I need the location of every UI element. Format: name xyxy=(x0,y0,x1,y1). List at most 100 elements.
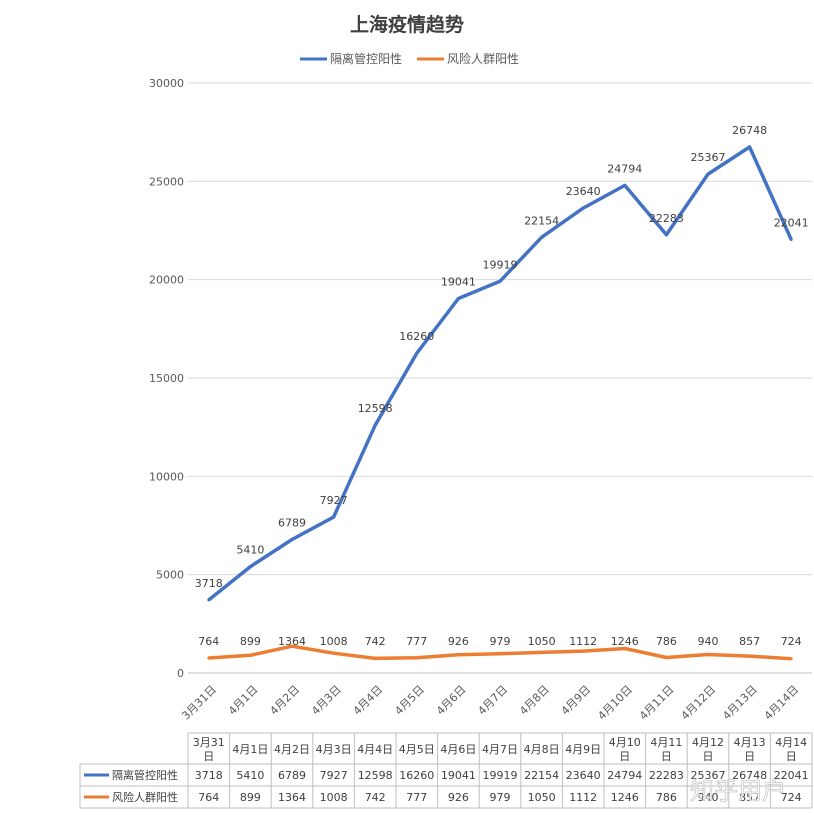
table-cell-1-1: 899 xyxy=(240,791,261,804)
data-point-1-9 xyxy=(581,649,585,653)
x-tick-label-11: 4月11日 xyxy=(637,683,677,723)
y-tick-label-3: 15000 xyxy=(149,372,184,385)
table-cell-1-11: 786 xyxy=(656,791,677,804)
data-label-0-4: 12598 xyxy=(358,402,393,415)
data-point-0-13 xyxy=(748,145,752,149)
data-point-1-13 xyxy=(748,654,752,658)
table-header-1: 4月1日 xyxy=(232,743,268,756)
data-point-0-2 xyxy=(290,537,294,541)
table-cell-0-2: 6789 xyxy=(278,769,306,782)
data-label-1-4: 742 xyxy=(365,635,386,648)
table-cell-1-14: 724 xyxy=(781,791,802,804)
table-row-label-0: 隔离管控阳性 xyxy=(112,768,178,782)
data-point-1-10 xyxy=(623,646,627,650)
data-point-1-6 xyxy=(456,653,460,657)
table-cell-0-12: 25367 xyxy=(691,769,726,782)
data-point-1-12 xyxy=(706,653,710,657)
x-tick-label-14: 4月14日 xyxy=(762,683,802,723)
data-label-0-2: 6789 xyxy=(278,516,306,529)
x-tick-label-10: 4月10日 xyxy=(595,683,635,723)
table-cell-0-3: 7927 xyxy=(320,769,348,782)
x-tick-label-3: 4月3日 xyxy=(309,683,344,718)
gridlines xyxy=(188,82,812,674)
data-point-1-7 xyxy=(498,652,502,656)
data-label-1-2: 1364 xyxy=(278,635,306,648)
table-cell-1-12: 940 xyxy=(698,791,719,804)
table-header-6: 4月6日 xyxy=(440,743,476,756)
table-cell-1-9: 1112 xyxy=(569,791,597,804)
table-cell-1-0: 764 xyxy=(198,791,219,804)
data-point-1-8 xyxy=(540,650,544,654)
data-label-0-12: 25367 xyxy=(691,151,726,164)
data-point-0-9 xyxy=(581,206,585,210)
x-tick-label-6: 4月6日 xyxy=(434,683,469,718)
chart-title: 上海疫情趋势 xyxy=(350,13,464,36)
data-labels: 3718 5410 6789 7927 12598 16260 19041 19919 2215… xyxy=(195,124,809,648)
table-cell-1-3: 1008 xyxy=(320,791,348,804)
data-label-0-6: 19041 xyxy=(441,276,476,289)
data-point-0-5 xyxy=(415,351,419,355)
table-cell-0-9: 23640 xyxy=(566,769,601,782)
table-header-4: 4月4日 xyxy=(357,743,393,756)
table-header-8: 4月8日 xyxy=(524,743,560,756)
data-label-0-8: 22154 xyxy=(524,214,559,227)
table-header-3: 4月3日 xyxy=(316,743,352,756)
data-point-1-5 xyxy=(415,656,419,660)
data-point-0-10 xyxy=(623,183,627,187)
table-header-11-a: 4月11 xyxy=(650,736,682,749)
x-axis: 3月31日 4月1日 4月2日 4月3日 4月4日 4月5日 4月6日 4月7日 4月8日 4月9… xyxy=(179,683,801,723)
table-cell-1-8: 1050 xyxy=(528,791,556,804)
data-label-1-6: 926 xyxy=(448,635,469,648)
legend-label-1: 风险人群阳性 xyxy=(447,51,519,66)
x-tick-label-9: 4月9日 xyxy=(559,683,594,718)
table-cell-1-5: 777 xyxy=(406,791,427,804)
legend: 隔离管控阳性 风险人群阳性 xyxy=(300,51,519,66)
data-label-0-14: 22041 xyxy=(774,217,809,230)
data-point-1-2 xyxy=(290,644,294,648)
table-cell-0-4: 12598 xyxy=(358,769,393,782)
data-label-1-14: 724 xyxy=(781,635,802,648)
table-header-12-b: 日 xyxy=(703,750,714,763)
x-tick-label-1: 4月1日 xyxy=(226,683,261,718)
x-tick-label-4: 4月4日 xyxy=(351,683,386,718)
data-label-1-3: 1008 xyxy=(320,635,348,648)
data-point-0-12 xyxy=(706,172,710,176)
table-cell-1-2: 1364 xyxy=(278,791,306,804)
data-label-0-7: 19919 xyxy=(483,258,518,271)
table-header-5: 4月5日 xyxy=(399,743,435,756)
data-point-0-3 xyxy=(332,515,336,519)
data-point-1-3 xyxy=(332,651,336,655)
data-label-0-0: 3718 xyxy=(195,577,223,590)
data-label-1-7: 979 xyxy=(490,635,511,648)
table-cell-0-8: 22154 xyxy=(524,769,559,782)
data-point-0-1 xyxy=(248,565,252,569)
table-header-0-b: 日 xyxy=(203,750,214,763)
x-tick-label-0: 3月31日 xyxy=(179,683,219,723)
table-cell-0-5: 16260 xyxy=(399,769,434,782)
legend-label-0: 隔离管控阳性 xyxy=(330,51,402,66)
table-cell-1-7: 979 xyxy=(490,791,511,804)
table-header-10-b: 日 xyxy=(619,750,630,763)
x-tick-label-8: 4月8日 xyxy=(517,683,552,718)
table-cell-1-13: 857 xyxy=(739,791,760,804)
x-tick-label-2: 4月2日 xyxy=(267,683,302,718)
data-label-1-8: 1050 xyxy=(528,635,556,648)
table-header-10-a: 4月10 xyxy=(609,736,641,749)
data-point-1-0 xyxy=(207,656,211,660)
y-axis: 0 5000 10000 15000 20000 25000 30000 xyxy=(149,77,184,680)
x-tick-label-13: 4月13日 xyxy=(720,683,760,723)
watermark: 知乎用户 xyxy=(690,777,786,805)
data-label-1-1: 899 xyxy=(240,635,261,648)
data-label-0-13: 26748 xyxy=(732,124,767,137)
table-header-2: 4月2日 xyxy=(274,743,310,756)
table-cell-1-10: 1246 xyxy=(611,791,639,804)
table-header-12-a: 4月12 xyxy=(692,736,724,749)
data-point-1-11 xyxy=(664,656,668,660)
data-point-0-6 xyxy=(456,297,460,301)
table-cell-0-13: 26748 xyxy=(732,769,767,782)
table-cell-0-10: 24794 xyxy=(607,769,642,782)
data-point-0-0 xyxy=(207,598,211,602)
table-header-0-a: 3月31 xyxy=(193,736,225,749)
table-header-7: 4月7日 xyxy=(482,743,518,756)
y-tick-label-6: 30000 xyxy=(149,77,184,90)
